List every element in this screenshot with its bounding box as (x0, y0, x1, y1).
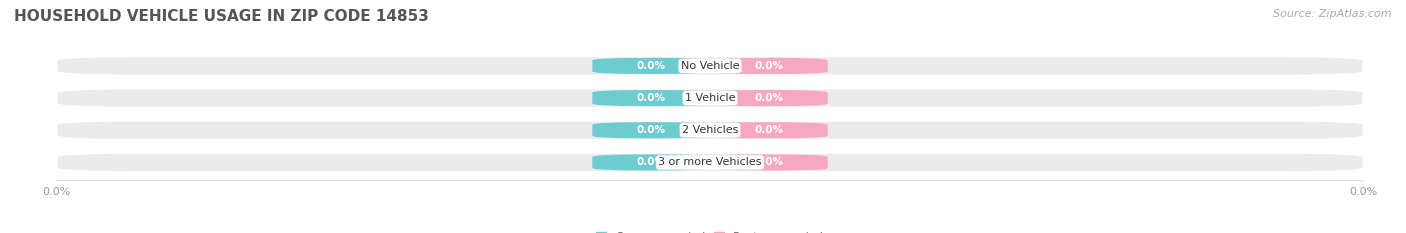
Text: 0.0%: 0.0% (637, 93, 665, 103)
FancyBboxPatch shape (710, 90, 828, 106)
FancyBboxPatch shape (56, 120, 1364, 140)
Text: 2 Vehicles: 2 Vehicles (682, 125, 738, 135)
FancyBboxPatch shape (592, 90, 710, 106)
FancyBboxPatch shape (56, 152, 1364, 172)
FancyBboxPatch shape (56, 88, 1364, 108)
Text: 0.0%: 0.0% (637, 61, 665, 71)
FancyBboxPatch shape (592, 58, 710, 74)
FancyBboxPatch shape (592, 122, 710, 138)
Text: 0.0%: 0.0% (755, 93, 783, 103)
Text: HOUSEHOLD VEHICLE USAGE IN ZIP CODE 14853: HOUSEHOLD VEHICLE USAGE IN ZIP CODE 1485… (14, 9, 429, 24)
FancyBboxPatch shape (710, 154, 828, 171)
Text: 0.0%: 0.0% (755, 125, 783, 135)
FancyBboxPatch shape (710, 122, 828, 138)
Text: 0.0%: 0.0% (637, 158, 665, 168)
FancyBboxPatch shape (592, 154, 710, 171)
FancyBboxPatch shape (710, 58, 828, 74)
Text: 0.0%: 0.0% (755, 61, 783, 71)
FancyBboxPatch shape (56, 56, 1364, 76)
Legend: Owner-occupied, Renter-occupied: Owner-occupied, Renter-occupied (592, 227, 828, 233)
Text: 0.0%: 0.0% (755, 158, 783, 168)
Text: 1 Vehicle: 1 Vehicle (685, 93, 735, 103)
Text: 3 or more Vehicles: 3 or more Vehicles (658, 158, 762, 168)
Text: No Vehicle: No Vehicle (681, 61, 740, 71)
Text: 0.0%: 0.0% (637, 125, 665, 135)
Text: Source: ZipAtlas.com: Source: ZipAtlas.com (1274, 9, 1392, 19)
